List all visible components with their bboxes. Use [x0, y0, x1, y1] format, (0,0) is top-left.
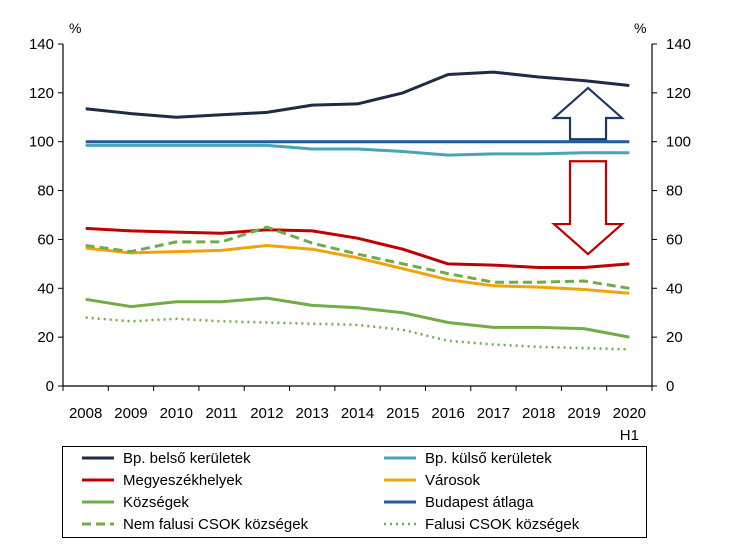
series-line-falusi-csok-kozsegek — [85, 316, 630, 351]
y-tick-label-right: 20 — [666, 329, 683, 346]
series-lines — [85, 70, 630, 351]
y-tick-label-right: 0 — [666, 378, 674, 395]
series-line-nem-falusi-csok-kozsegek — [85, 225, 630, 290]
series-line-bp-kulso-keruletek — [85, 143, 630, 157]
x-tick-label: 2016 — [431, 405, 464, 422]
x-tick-label: 2018 — [522, 405, 555, 422]
y-tick-label-right: 120 — [666, 85, 691, 102]
x-tick-label: 2008 — [69, 405, 102, 422]
x-tick-label: 2011 — [205, 405, 237, 422]
down-arrow-annotation — [551, 160, 625, 256]
legend-label: Városok — [425, 471, 481, 489]
up-arrow-annotation — [551, 86, 625, 141]
legend-swatch — [384, 522, 416, 526]
legend-label: Megyeszékhelyek — [123, 471, 243, 489]
legend-swatch — [82, 522, 114, 526]
x-tick-label: 2009 — [114, 405, 147, 422]
legend-label: Nem falusi CSOK községek — [123, 515, 309, 533]
legend-swatch — [384, 478, 416, 482]
legend-label: Bp. belső kerületek — [123, 449, 251, 467]
y-tick-label-right: 100 — [666, 134, 691, 151]
y-tick-label-right: 40 — [666, 280, 683, 297]
series-line-kozsegek — [85, 296, 630, 339]
legend-swatch — [384, 456, 416, 460]
series-line-varosok — [85, 244, 630, 295]
y-tick-label-left: 40 — [37, 280, 54, 297]
y-unit-left: % — [69, 20, 81, 36]
axes — [58, 43, 657, 391]
series-line-bp-belso-keruletek — [85, 70, 630, 119]
series-line-megyeszekhelyek — [85, 226, 630, 269]
y-tick-label-left: 140 — [29, 36, 54, 53]
legend-swatch — [82, 478, 114, 482]
y-tick-label-left: 60 — [37, 231, 54, 248]
legend-item: Megyeszékhelyek — [81, 470, 242, 490]
legend-item: Bp. külső kerületek — [383, 448, 552, 468]
legend-label: Bp. külső kerületek — [425, 449, 552, 467]
legend-label: Falusi CSOK községek — [425, 515, 580, 533]
legend-item: Községek — [81, 492, 189, 512]
annotations — [551, 86, 625, 256]
y-tick-label-left: 20 — [37, 329, 54, 346]
y-tick-label-left: 80 — [37, 183, 54, 200]
x-tick-label: 2019 — [567, 405, 600, 422]
x-tick-label: 2013 — [296, 405, 329, 422]
y-tick-label-left: 0 — [46, 378, 54, 395]
x-tick-label-suffix: H1 — [620, 427, 639, 444]
legend-label: Budapest átlaga — [425, 493, 534, 511]
y-tick-label-right: 60 — [666, 231, 683, 248]
legend-item: Falusi CSOK községek — [383, 514, 579, 534]
y-unit-right: % — [634, 20, 646, 36]
x-tick-label: 2010 — [160, 405, 193, 422]
legend-item: Városok — [383, 470, 480, 490]
legend-item: Budapest átlaga — [383, 492, 533, 512]
legend: Bp. belső kerületek Bp. külső kerületek Me… — [62, 446, 647, 538]
y-tick-label-left: 120 — [29, 85, 54, 102]
legend-swatch — [82, 500, 114, 504]
legend-swatch — [82, 456, 114, 460]
x-tick-label: 2020 — [613, 405, 646, 422]
legend-item: Bp. belső kerületek — [81, 448, 251, 468]
x-tick-label: 2012 — [250, 405, 283, 422]
legend-label: Községek — [123, 493, 189, 511]
y-tick-label-left: 100 — [29, 134, 54, 151]
y-tick-label-right: 140 — [666, 36, 691, 53]
x-tick-label: 2015 — [386, 405, 419, 422]
x-tick-label: 2017 — [477, 405, 510, 422]
x-tick-label: 2014 — [341, 405, 374, 422]
y-tick-label-right: 80 — [666, 183, 683, 200]
legend-item: Nem falusi CSOK községek — [81, 514, 308, 534]
legend-swatch — [384, 500, 416, 504]
